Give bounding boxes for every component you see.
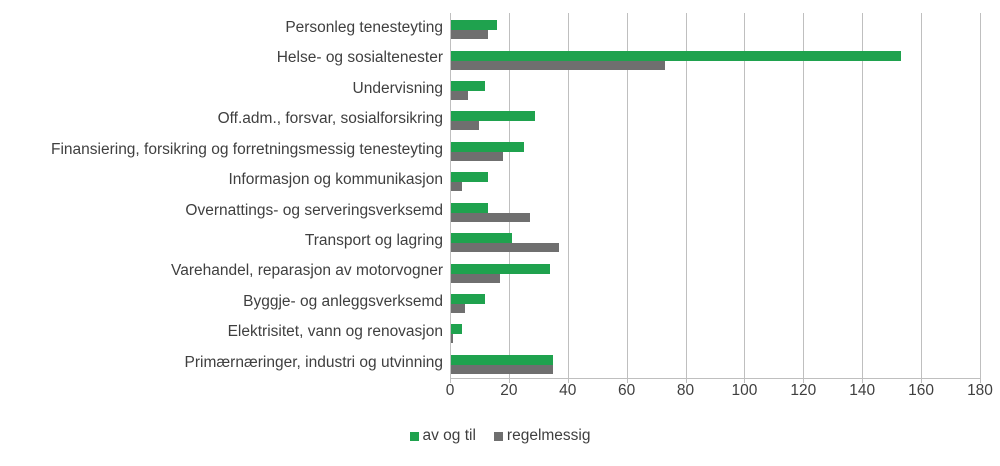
bar-av-og-til — [451, 324, 462, 335]
bar-regelmessig — [451, 243, 559, 253]
category-label: Informasjon og kommunikasjon — [228, 171, 443, 189]
axis-tick — [980, 378, 981, 383]
value-axis-tick-label: 80 — [676, 382, 695, 399]
gridline — [921, 13, 923, 378]
bar-regelmessig — [451, 212, 530, 222]
gridline — [744, 13, 746, 378]
gridline — [508, 13, 510, 378]
gridline — [450, 13, 451, 378]
category-label: Personleg tenesteyting — [285, 19, 443, 36]
gridline — [626, 13, 628, 378]
legend-label-regelmessig: regelmessig — [506, 427, 591, 444]
legend-item-regelmessig: regelmessig — [493, 427, 591, 445]
axis-tick — [862, 378, 864, 383]
bar-regelmessig — [451, 182, 462, 192]
gridline — [685, 13, 687, 378]
bar-regelmessig — [451, 60, 665, 70]
category-label: Off.adm., forsvar, sosialforsikring — [217, 110, 443, 128]
gridline — [803, 13, 805, 378]
axis-tick — [450, 378, 451, 383]
bar-av-og-til — [451, 233, 512, 244]
value-axis-tick-label: 60 — [618, 382, 636, 399]
category-label: Helse- og sosialtenester — [276, 49, 443, 67]
bar-av-og-til — [451, 172, 489, 183]
bar-av-og-til — [451, 111, 536, 122]
bar-regelmessig — [451, 303, 465, 313]
bar-regelmessig — [451, 30, 489, 40]
bar-regelmessig — [451, 334, 453, 344]
bar-regelmessig — [451, 121, 480, 131]
axis-tick — [626, 378, 628, 383]
category-label: Transport og lagring — [304, 231, 443, 249]
category-label: Byggje- og anleggsverksemd — [243, 292, 443, 310]
bar-av-og-til — [451, 141, 524, 152]
gridline — [862, 13, 864, 378]
category-label: Elektrisitet, vann og renovasjon — [227, 323, 443, 341]
bar-regelmessig — [451, 91, 468, 101]
bar-regelmessig — [451, 364, 554, 374]
category-label: Varehandel, reparasjon av motorvogner — [171, 262, 443, 280]
value-axis-tick-label: 20 — [500, 382, 518, 399]
category-label: Undervisning — [352, 79, 443, 97]
x-axis-line — [450, 378, 980, 379]
value-axis-tick-label: 40 — [559, 382, 577, 399]
value-axis-tick-label: 140 — [849, 382, 876, 399]
value-axis-tick-label: 160 — [908, 382, 935, 399]
gridline — [980, 13, 981, 378]
bar-av-og-til — [451, 20, 498, 31]
bar-regelmessig — [451, 151, 503, 161]
bar-av-og-til — [451, 263, 551, 274]
bar-regelmessig — [451, 273, 501, 283]
axis-tick — [567, 378, 569, 383]
legend-label-av-og-til: av og til — [422, 427, 476, 444]
bar-av-og-til — [451, 293, 486, 304]
category-label: Primærnæringer, industri og utvinning — [184, 353, 443, 371]
bar-av-og-til — [451, 81, 486, 92]
axis-tick — [921, 378, 923, 383]
category-label: Finansiering, forsikring og forretningsm… — [51, 140, 443, 158]
value-axis-tick-label: 120 — [790, 382, 817, 399]
legend-swatch-av-og-til — [409, 432, 419, 441]
legend-item-av-og-til: av og til — [409, 427, 476, 445]
axis-tick — [685, 378, 687, 383]
category-label: Overnattings- og serveringsverksemd — [185, 201, 443, 219]
legend-swatch-regelmessig — [493, 432, 503, 441]
axis-tick — [744, 378, 746, 383]
bar-av-og-til — [451, 50, 901, 61]
value-axis-tick-label: 100 — [731, 382, 758, 399]
gridline — [567, 13, 569, 378]
bar-av-og-til — [451, 354, 554, 365]
value-axis-tick-label: 180 — [967, 382, 993, 399]
axis-tick — [803, 378, 805, 383]
value-axis-tick-label: 0 — [445, 382, 455, 399]
axis-tick — [508, 378, 510, 383]
chart-legend: av og til regelmessig — [0, 427, 1000, 445]
bar-av-og-til — [451, 202, 489, 213]
